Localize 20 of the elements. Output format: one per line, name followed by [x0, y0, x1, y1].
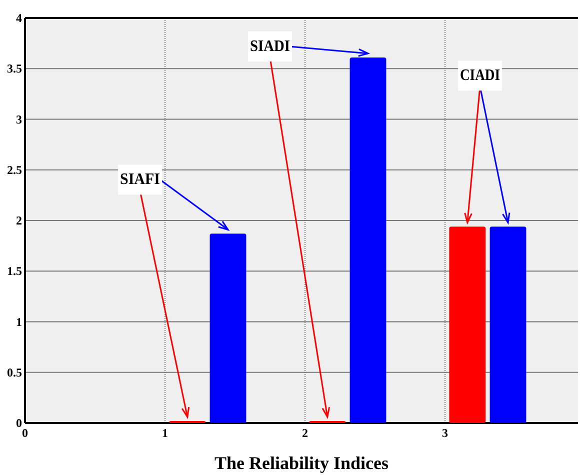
annotation: SIAFI	[120, 171, 163, 188]
bar	[210, 234, 246, 423]
y-tick-label: 2.5	[7, 162, 22, 177]
y-tick-label: 0	[16, 416, 22, 430]
y-tick-label: 1	[16, 314, 22, 329]
y-tick-label: 0.5	[7, 365, 22, 380]
x-tick-label: 2	[302, 426, 308, 440]
y-tick-label: 1.5	[7, 264, 22, 278]
y-tick-label: 3	[16, 112, 22, 126]
y-tick-label: 3.5	[7, 62, 22, 76]
bar	[350, 57, 386, 423]
annotation: CIADI	[460, 67, 508, 84]
x-tick-label: 1	[162, 426, 168, 440]
x-tick-label: 3	[442, 426, 448, 440]
annotation: SIADI	[250, 38, 294, 55]
y-tick-label: 4	[16, 11, 22, 25]
x-axis-title: The Reliability Indices	[214, 453, 389, 473]
bar	[490, 226, 526, 423]
y-tick-label: 2	[16, 214, 22, 228]
bar	[449, 226, 486, 423]
